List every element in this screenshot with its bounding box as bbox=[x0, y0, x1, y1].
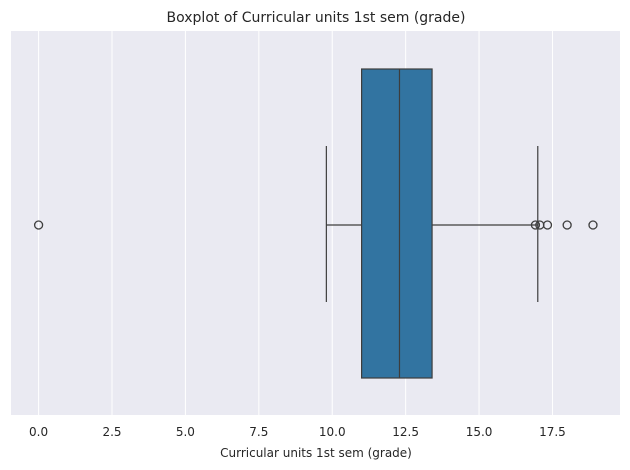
outlier-point bbox=[530, 220, 541, 230]
x-tick-label: 5.0 bbox=[176, 425, 195, 439]
x-axis-label: Curricular units 1st sem (grade) bbox=[220, 446, 412, 460]
outlier-point bbox=[33, 220, 44, 230]
chart-title: Boxplot of Curricular units 1st sem (gra… bbox=[167, 10, 466, 26]
x-tick-label: 7.5 bbox=[249, 425, 268, 439]
x-tick-label: 2.5 bbox=[102, 425, 121, 439]
box-plot bbox=[325, 68, 539, 379]
x-tick-label: 12.5 bbox=[392, 425, 419, 439]
x-tick-label: 10.0 bbox=[319, 425, 346, 439]
outlier-point bbox=[588, 220, 598, 230]
outlier-point bbox=[562, 220, 572, 230]
x-axis-ticks: 0.0 2.5 5.0 7.5 10.0 12.5 15.0 17.5 bbox=[29, 425, 566, 439]
interquartile-box bbox=[361, 68, 433, 379]
outlier-point bbox=[542, 220, 553, 230]
x-tick-label: 15.0 bbox=[466, 425, 493, 439]
x-tick-label: 0.0 bbox=[29, 425, 48, 439]
plot-area bbox=[11, 31, 620, 415]
x-tick-label: 17.5 bbox=[539, 425, 566, 439]
outlier-points bbox=[33, 220, 598, 230]
